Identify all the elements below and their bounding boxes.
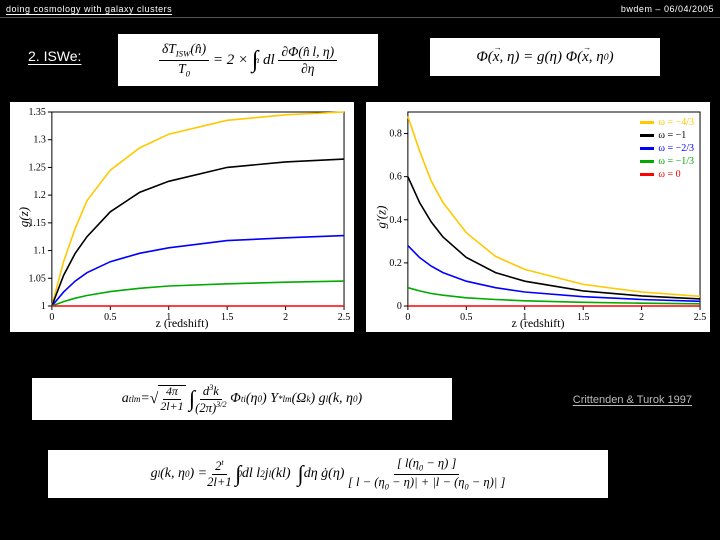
- chart-gz-ylabel: g(z): [16, 207, 32, 227]
- header-date: bwdem – 06/04/2005: [621, 4, 714, 14]
- chart-gprimez-xlabel: z (redshift): [512, 316, 565, 331]
- header-title: doing cosmology with galaxy clusters: [6, 4, 172, 14]
- svg-text:1.25: 1.25: [28, 162, 45, 173]
- svg-text:1.3: 1.3: [33, 135, 45, 146]
- formula-isw-integral: δTISW(n̂)T0 = 2 × ∫n dl ∂Φ(n̂ l, η)∂η: [118, 34, 378, 86]
- svg-text:2: 2: [639, 312, 644, 323]
- legend-item: ω = 0: [640, 168, 694, 181]
- svg-text:1.5: 1.5: [577, 312, 589, 323]
- chart-legend: ω = −4/3ω = −1ω = −2/3ω = −1/3ω = 0: [640, 116, 694, 181]
- legend-item: ω = −4/3: [640, 116, 694, 129]
- svg-text:0.2: 0.2: [389, 258, 401, 269]
- svg-text:1: 1: [41, 301, 46, 312]
- legend-item: ω = −1: [640, 129, 694, 142]
- chart-gprimez: 00.511.522.500.20.40.60.8 g'(z) z (redsh…: [366, 102, 710, 332]
- formula-alm: atlm = √4π2l+1 ∫ d3k(2π)3/2 Φti(η0) Y*lm…: [32, 378, 452, 420]
- legend-swatch: [640, 121, 654, 123]
- formula-potential-factor: Φ(x, η) = g(η) Φ(x, η0): [430, 38, 660, 76]
- svg-text:1.5: 1.5: [221, 312, 233, 323]
- svg-text:2: 2: [283, 312, 288, 323]
- svg-text:2.5: 2.5: [338, 312, 350, 323]
- svg-text:0: 0: [405, 312, 410, 323]
- chart-gz: 00.511.522.511.051.11.151.21.251.31.35 g…: [10, 102, 354, 332]
- legend-item: ω = −1/3: [640, 155, 694, 168]
- svg-text:1.1: 1.1: [33, 246, 45, 257]
- charts-row: 00.511.522.511.051.11.151.21.251.31.35 g…: [10, 102, 710, 332]
- svg-text:1.35: 1.35: [28, 107, 45, 118]
- svg-text:2.5: 2.5: [694, 312, 706, 323]
- svg-text:1.2: 1.2: [33, 190, 45, 201]
- svg-text:0.5: 0.5: [104, 312, 116, 323]
- svg-text:0: 0: [49, 312, 54, 323]
- section-label: 2. ISWe:: [28, 48, 81, 64]
- legend-label: ω = 0: [658, 168, 680, 181]
- legend-swatch: [640, 173, 654, 175]
- legend-label: ω = −4/3: [658, 116, 694, 129]
- svg-text:0.5: 0.5: [460, 312, 472, 323]
- legend-swatch: [640, 147, 654, 149]
- legend-label: ω = −1: [658, 129, 686, 142]
- svg-text:0: 0: [397, 301, 402, 312]
- svg-text:0.8: 0.8: [389, 129, 401, 140]
- legend-label: ω = −2/3: [658, 142, 694, 155]
- slide-header: doing cosmology with galaxy clusters bwd…: [0, 0, 720, 18]
- svg-text:1.05: 1.05: [28, 273, 45, 284]
- formula-gl: gl(k, η0) = 2t2l+1 ∫0 dl l2 jl(kl) ∫ dη …: [48, 450, 608, 498]
- chart-gz-xlabel: z (redshift): [156, 316, 209, 331]
- svg-text:0.4: 0.4: [389, 215, 401, 226]
- legend-swatch: [640, 160, 654, 162]
- chart-gprimez-ylabel: g'(z): [374, 206, 390, 229]
- legend-item: ω = −2/3: [640, 142, 694, 155]
- svg-text:0.6: 0.6: [389, 172, 401, 183]
- citation: Crittenden & Turok 1997: [573, 394, 692, 406]
- legend-label: ω = −1/3: [658, 155, 694, 168]
- legend-swatch: [640, 134, 654, 136]
